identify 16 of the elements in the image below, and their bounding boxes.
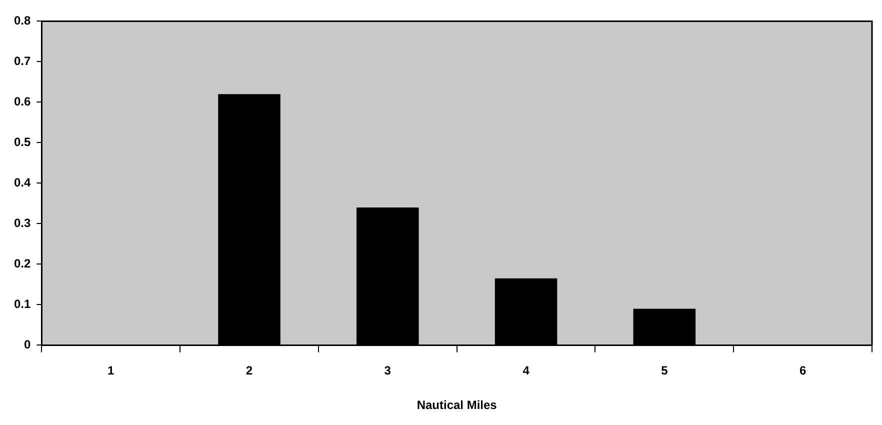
x-tick-label: 3	[384, 364, 392, 378]
y-tick-label: 0.7	[14, 54, 31, 68]
y-tick-label: 0.8	[14, 14, 31, 28]
y-tick-label: 0.1	[14, 297, 31, 312]
y-tick-label: 0	[24, 338, 31, 352]
x-tick-label: 2	[246, 364, 253, 378]
x-axis-title: Nautical Miles	[416, 398, 498, 412]
x-tick-label: 5	[661, 364, 668, 378]
x-tick-label: 4	[522, 364, 530, 378]
x-tick-label: 6	[799, 364, 806, 378]
y-tick-label: 0.4	[14, 176, 31, 190]
y-tick-label: 0.5	[14, 135, 31, 150]
y-tick-label: 0.2	[14, 256, 31, 271]
x-tick-label: 1	[108, 364, 115, 378]
y-tick-label: 0.3	[14, 216, 31, 230]
y-tick-label: 0.6	[14, 94, 31, 109]
